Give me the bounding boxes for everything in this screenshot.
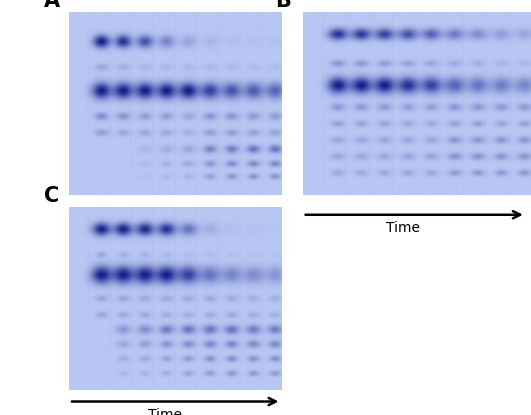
Text: B: B <box>275 0 291 11</box>
Text: C: C <box>44 186 59 206</box>
Text: Time: Time <box>148 408 182 415</box>
Text: A: A <box>44 0 59 11</box>
Text: Time: Time <box>386 221 420 235</box>
